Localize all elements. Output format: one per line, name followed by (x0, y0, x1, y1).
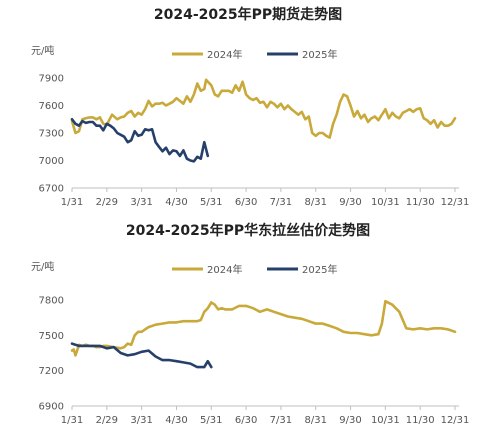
y-tick-label: 7900 (39, 74, 64, 85)
x-tick-label: 12/31 (441, 415, 470, 426)
y-unit-label: 元/吨 (31, 260, 54, 273)
legend: 2024年 2025年 (172, 48, 337, 61)
x-tick-label: 5/31 (200, 415, 222, 426)
y-tick-label: 7000 (39, 156, 64, 167)
y-tick-label: 7300 (39, 129, 64, 140)
pp-east-china-chart: 2024-2025年PP华东拉丝估价走势图 元/吨 2024年 2025年 69… (31, 222, 469, 426)
series-line-2025 (70, 118, 210, 163)
legend: 2024年 2025年 (172, 263, 337, 276)
x-tick-label: 10/31 (371, 197, 400, 208)
x-tick-label: 8/31 (304, 197, 326, 208)
y-tick-label: 7800 (39, 296, 64, 307)
series-line-2024 (70, 299, 457, 357)
series-line-2024 (70, 78, 457, 139)
y-unit-label: 元/吨 (31, 44, 54, 57)
x-tick-label: 10/31 (371, 415, 400, 426)
x-tick-label: 7/31 (270, 197, 292, 208)
legend-label-2025: 2025年 (302, 48, 337, 61)
x-tick-label: 3/31 (130, 197, 152, 208)
x-tick-label: 1/31 (61, 415, 83, 426)
x-tick-label: 6/30 (235, 197, 257, 208)
legend-label-2024: 2024年 (207, 263, 242, 276)
x-tick-label: 7/31 (270, 415, 292, 426)
x-tick-label: 4/30 (165, 415, 187, 426)
pp-futures-chart: 2024-2025年PP期货走势图 元/吨 2024年 2025年 6700 70… (31, 6, 469, 208)
y-tick-label: 7200 (39, 366, 64, 377)
legend-label-2024: 2024年 (207, 48, 242, 61)
y-tick-label: 7500 (39, 331, 64, 342)
chart-title: 2024-2025年PP期货走势图 (154, 6, 342, 23)
x-tick-label: 6/30 (235, 415, 257, 426)
x-tick-label: 11/30 (406, 415, 435, 426)
y-tick-label: 7600 (39, 101, 64, 112)
legend-label-2025: 2025年 (302, 263, 337, 276)
y-tick-label: 6700 (39, 184, 64, 195)
x-tick-label: 11/30 (406, 197, 435, 208)
series-line-2025 (70, 342, 213, 369)
x-tick-label: 9/30 (339, 415, 361, 426)
x-tick-label: 2/29 (96, 197, 118, 208)
x-tick-label: 8/31 (304, 415, 326, 426)
x-tick-label: 2/29 (96, 415, 118, 426)
x-tick-label: 4/30 (165, 197, 187, 208)
x-tick-label: 9/30 (339, 197, 361, 208)
chart-title: 2024-2025年PP华东拉丝估价走势图 (126, 222, 370, 239)
x-tick-label: 12/31 (441, 197, 470, 208)
x-tick-label: 3/31 (130, 415, 152, 426)
x-tick-label: 1/31 (61, 197, 83, 208)
y-tick-label: 6900 (39, 402, 64, 413)
x-tick-label: 5/31 (200, 197, 222, 208)
